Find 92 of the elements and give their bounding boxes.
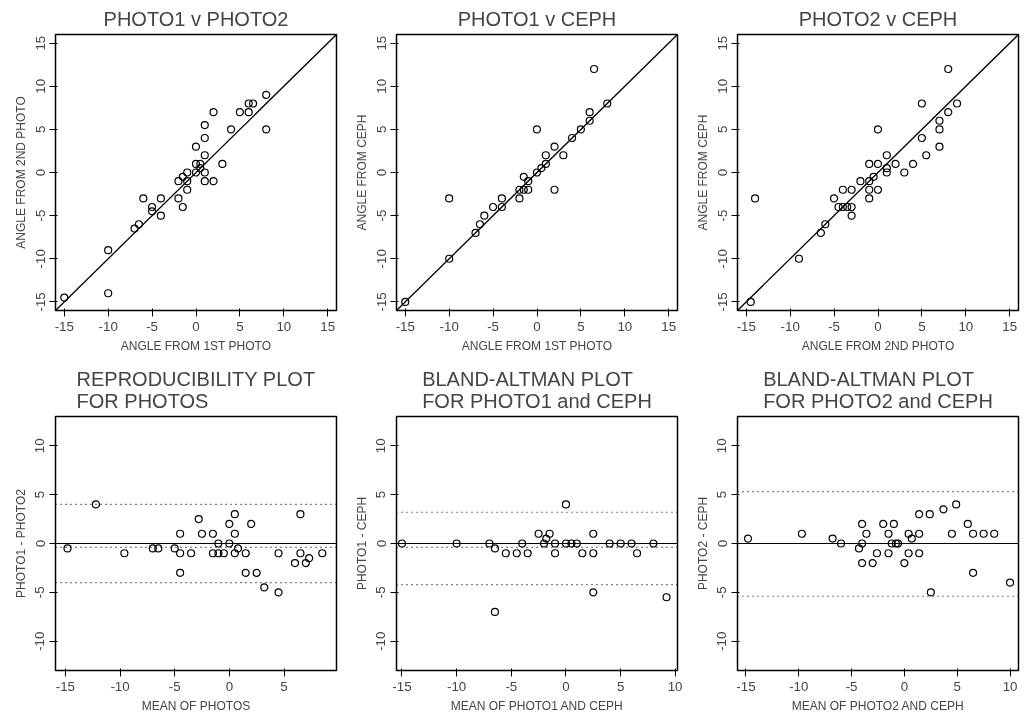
x-tick-label: -5 <box>146 318 159 334</box>
y-tick-label: -10 <box>32 249 48 269</box>
y-tick-label: -5 <box>373 586 389 599</box>
y-tick-label: -10 <box>714 631 730 651</box>
x-tick-label: -10 <box>789 678 809 694</box>
x-tick-label: 10 <box>276 318 292 334</box>
x-tick-label: 15 <box>661 318 677 334</box>
x-tick-label: 0 <box>900 678 909 694</box>
x-tick-label: -15 <box>392 678 412 694</box>
y-tick-label: 0 <box>714 168 730 177</box>
y-tick-label: 5 <box>714 125 730 134</box>
x-tick-label: -5 <box>487 318 500 334</box>
x-tick-label: -10 <box>780 318 800 334</box>
x-tick-label: 0 <box>192 318 200 334</box>
chart-title: BLAND-ALTMAN PLOT FOR PHOTO2 and CEPH <box>763 367 993 412</box>
x-tick-label: -15 <box>736 318 756 334</box>
chart-title: PHOTO2 v CEPH <box>798 7 958 30</box>
y-tick-label: -10 <box>373 249 389 269</box>
x-tick-label: 5 <box>577 318 585 334</box>
x-axis-title: ANGLE FROM 2ND PHOTO <box>801 338 955 353</box>
x-tick-label: -10 <box>447 678 467 694</box>
x-tick-label: 5 <box>953 678 961 694</box>
x-tick-label: 0 <box>874 318 882 334</box>
y-tick-label: -5 <box>32 209 48 222</box>
x-tick-label: 5 <box>616 678 625 694</box>
x-axis-title: MEAN OF PHOTO2 AND CEPH <box>791 698 964 713</box>
x-tick-label: -5 <box>505 678 518 694</box>
y-tick-label: 5 <box>32 125 48 134</box>
chart-title: PHOTO1 v PHOTO2 <box>103 7 289 30</box>
y-tick-label: -10 <box>373 631 389 651</box>
chart-title: PHOTO1 v CEPH <box>457 7 617 30</box>
y-tick-label: -15 <box>32 292 48 312</box>
y-axis-title: PHOTO2 - CEPH <box>695 496 710 591</box>
x-tick-label: -15 <box>736 678 756 694</box>
y-tick-label: 5 <box>714 490 730 499</box>
y-tick-label: 15 <box>373 35 389 51</box>
y-tick-label: 0 <box>32 539 48 548</box>
x-tick-label: 10 <box>617 318 633 334</box>
y-axis-title: ANGLE FROM CEPH <box>695 114 710 231</box>
x-axis-title: MEAN OF PHOTOS <box>141 698 251 713</box>
x-tick-label: 15 <box>320 318 336 334</box>
x-tick-label: 10 <box>667 678 683 694</box>
y-tick-label: 10 <box>32 438 48 454</box>
x-tick-label: -10 <box>98 318 118 334</box>
y-tick-label: -15 <box>373 292 389 312</box>
y-tick-label: 0 <box>373 168 389 177</box>
y-tick-label: -10 <box>714 249 730 269</box>
x-axis-title: ANGLE FROM 1ST PHOTO <box>461 338 613 353</box>
y-tick-label: 10 <box>714 438 730 454</box>
x-axis-title: MEAN OF PHOTO1 AND CEPH <box>450 698 623 713</box>
x-tick-label: -5 <box>845 678 858 694</box>
x-tick-label: -15 <box>55 678 75 694</box>
y-axis-title: ANGLE FROM CEPH <box>354 114 369 231</box>
y-axis-title: ANGLE FROM 2ND PHOTO <box>13 96 28 249</box>
x-tick-label: 0 <box>225 678 234 694</box>
x-axis-title: ANGLE FROM 1ST PHOTO <box>120 338 272 353</box>
y-tick-label: 5 <box>32 490 48 499</box>
y-tick-label: 0 <box>714 539 730 548</box>
y-tick-label: -15 <box>714 292 730 312</box>
y-tick-label: 10 <box>714 78 730 94</box>
x-tick-label: -5 <box>168 678 181 694</box>
x-tick-label: 0 <box>562 678 570 694</box>
y-axis-title: PHOTO1 - PHOTO2 <box>13 488 28 598</box>
chart-title: BLAND-ALTMAN PLOT FOR PHOTO1 and CEPH <box>422 367 652 412</box>
y-tick-label: 5 <box>373 490 389 499</box>
x-tick-label: 5 <box>236 318 244 334</box>
y-tick-label: 0 <box>32 168 48 177</box>
x-tick-label: -10 <box>110 678 130 694</box>
y-tick-label: 10 <box>373 438 389 454</box>
x-tick-label: 5 <box>918 318 926 334</box>
x-tick-label: 15 <box>1002 318 1018 334</box>
y-tick-label: -5 <box>32 586 48 599</box>
y-tick-label: 15 <box>32 35 48 51</box>
x-tick-label: -5 <box>828 318 841 334</box>
y-tick-label: -5 <box>714 209 730 222</box>
x-tick-label: -15 <box>395 318 415 334</box>
x-tick-label: 5 <box>280 678 288 694</box>
y-tick-label: -5 <box>373 209 389 222</box>
chart-title: REPRODUCIBILITY PLOT FOR PHOTOS <box>76 367 316 412</box>
x-tick-label: -10 <box>439 318 459 334</box>
y-tick-label: 10 <box>373 78 389 94</box>
y-tick-label: 5 <box>373 125 389 134</box>
y-tick-label: 0 <box>373 539 389 548</box>
x-tick-label: 0 <box>533 318 541 334</box>
x-tick-label: -15 <box>54 318 74 334</box>
y-tick-label: 10 <box>32 78 48 94</box>
y-tick-label: -5 <box>714 586 730 599</box>
y-tick-label: -10 <box>32 631 48 651</box>
x-tick-label: 10 <box>958 318 974 334</box>
x-tick-label: 10 <box>1002 678 1018 694</box>
y-axis-title: PHOTO1 - CEPH <box>354 496 369 591</box>
y-tick-label: 15 <box>714 35 730 51</box>
